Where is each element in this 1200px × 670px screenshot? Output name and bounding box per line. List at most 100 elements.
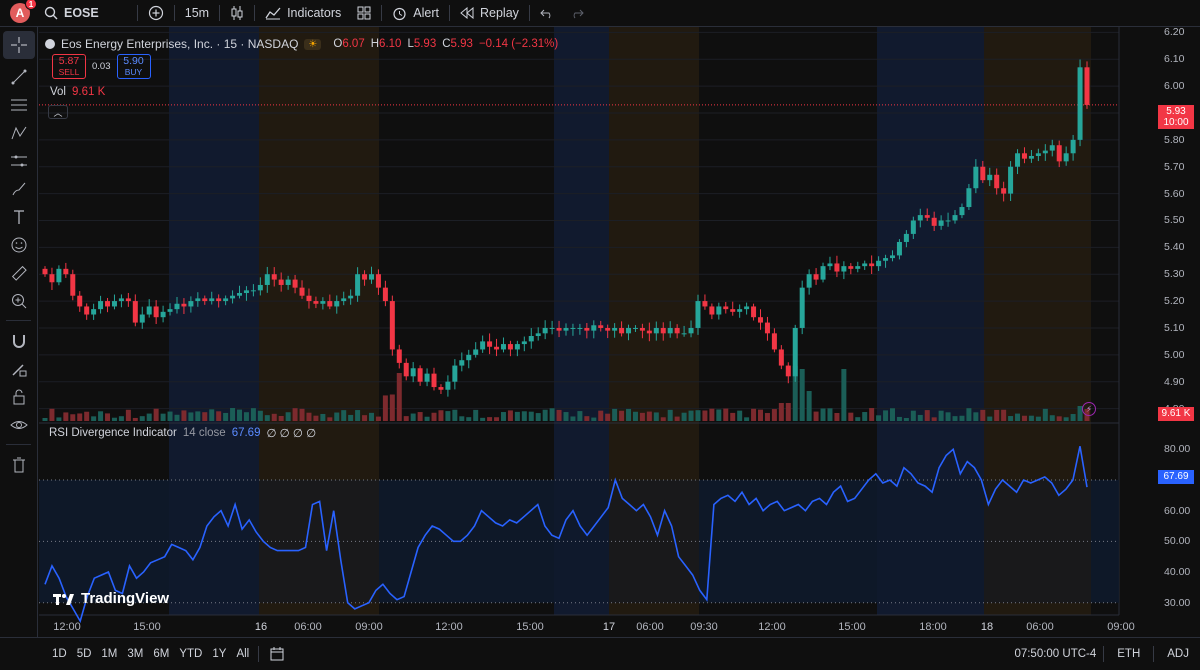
- volume-bar: [1070, 414, 1076, 421]
- indicators-button[interactable]: Indicators: [257, 0, 349, 27]
- volume-bar: [521, 411, 527, 421]
- candle: [827, 263, 833, 267]
- volume-bar: [598, 410, 604, 421]
- rsi-line: [44, 446, 1088, 624]
- clock-display[interactable]: 07:50:00 UTC-4: [1014, 648, 1097, 660]
- text-icon: [14, 210, 24, 224]
- candle: [688, 327, 694, 334]
- user-avatar[interactable]: A 1: [10, 0, 37, 23]
- candle: [278, 279, 284, 285]
- remove-tool[interactable]: [0, 451, 38, 479]
- price-axis-label: 5.60: [1164, 187, 1185, 200]
- candle: [209, 298, 215, 302]
- volume-bar: [591, 417, 597, 421]
- range-6m[interactable]: 6M: [153, 648, 170, 660]
- brush-tool[interactable]: [0, 175, 38, 203]
- range-ytd[interactable]: YTD: [179, 648, 203, 660]
- volume-bar: [389, 394, 395, 421]
- range-1y[interactable]: 1Y: [212, 648, 227, 660]
- volume-bar: [959, 415, 965, 421]
- volume-bar: [584, 416, 590, 421]
- volume-bar: [737, 410, 743, 421]
- adj-toggle[interactable]: ADJ: [1167, 648, 1189, 660]
- candle: [146, 306, 152, 315]
- candle: [639, 327, 645, 331]
- candle: [459, 360, 465, 366]
- change-value: −0.14 (−2.31%): [478, 38, 559, 50]
- crosshair-tool[interactable]: [3, 31, 35, 59]
- candle: [84, 306, 90, 315]
- volume-bar: [49, 408, 55, 421]
- emoji-tool[interactable]: [0, 231, 38, 259]
- range-1d[interactable]: 1D: [52, 648, 67, 660]
- candle: [730, 309, 736, 312]
- symbol-title: Eos Energy Enterprises, Inc. · 15 · NASD…: [61, 37, 299, 51]
- range-1m[interactable]: 1M: [101, 648, 118, 660]
- candle: [237, 293, 243, 296]
- volume-bar: [56, 417, 62, 421]
- hide-tool[interactable]: [0, 411, 38, 439]
- chart-canvas[interactable]: [39, 27, 1200, 637]
- volume-bar: [987, 416, 993, 421]
- replay-button[interactable]: Replay: [452, 0, 527, 27]
- interval-button[interactable]: 15m: [184, 6, 210, 20]
- volume-bar: [42, 418, 48, 421]
- lock-drawings-tool[interactable]: [0, 355, 38, 383]
- volume-bar: [688, 410, 694, 421]
- zoom-tool[interactable]: [0, 287, 38, 315]
- time-axis-label: 09:00: [1107, 621, 1135, 633]
- candle: [396, 349, 402, 363]
- redo-button[interactable]: [562, 0, 592, 27]
- close-value: 5.93: [450, 38, 473, 50]
- divider: [381, 5, 383, 21]
- measure-tool[interactable]: [0, 259, 38, 287]
- divider: [254, 5, 256, 21]
- search-icon: [44, 6, 58, 20]
- lightning-icon[interactable]: ⚡: [1082, 402, 1096, 416]
- volume-bar: [153, 408, 159, 421]
- pattern-tool[interactable]: [0, 119, 38, 147]
- symbol-search[interactable]: EOSE: [36, 0, 107, 27]
- volume-bar: [723, 408, 729, 421]
- volume-bar: [118, 416, 124, 421]
- candle: [223, 298, 229, 302]
- lock-tool[interactable]: [0, 383, 38, 411]
- chart-type-button[interactable]: [222, 0, 252, 27]
- replay-label: Replay: [479, 6, 519, 20]
- volume-bar: [500, 412, 506, 421]
- divider: [448, 5, 450, 21]
- volume-bar: [1028, 415, 1034, 421]
- candle: [327, 301, 333, 307]
- eth-toggle[interactable]: ETH: [1117, 648, 1141, 660]
- volume-bar: [84, 411, 90, 421]
- range-all[interactable]: All: [236, 648, 250, 660]
- range-3m[interactable]: 3M: [127, 648, 144, 660]
- candle: [243, 290, 249, 294]
- volume-bar: [1021, 415, 1027, 421]
- candle: [549, 327, 555, 329]
- goto-date-button[interactable]: [261, 641, 293, 668]
- sell-button[interactable]: 5.87 SELL: [52, 54, 86, 79]
- compare-button[interactable]: [140, 0, 172, 27]
- volume-bar: [945, 412, 951, 421]
- candle: [945, 220, 951, 222]
- volume-bar: [535, 413, 541, 421]
- buy-button[interactable]: 5.90 BUY: [116, 54, 151, 79]
- layouts-button[interactable]: [349, 0, 379, 27]
- trade-buttons: 5.87 SELL 0.03 5.90 BUY: [52, 54, 151, 79]
- candle: [452, 365, 458, 382]
- candle: [466, 354, 472, 361]
- magnet-tool[interactable]: [0, 327, 38, 355]
- trend-line-tool[interactable]: [0, 63, 38, 91]
- range-5d[interactable]: 5D: [76, 648, 92, 660]
- forecast-tool[interactable]: [0, 147, 38, 175]
- chart-area[interactable]: Eos Energy Enterprises, Inc. · 15 · NASD…: [39, 26, 1200, 637]
- alert-button[interactable]: Alert: [384, 0, 447, 27]
- text-tool[interactable]: [0, 203, 38, 231]
- undo-button[interactable]: [532, 0, 562, 27]
- collapse-legend-button[interactable]: ︿: [48, 105, 68, 119]
- candle: [598, 325, 604, 328]
- volume-bar: [292, 408, 298, 421]
- volume-bar: [855, 417, 861, 421]
- horizontal-lines-tool[interactable]: [0, 91, 38, 119]
